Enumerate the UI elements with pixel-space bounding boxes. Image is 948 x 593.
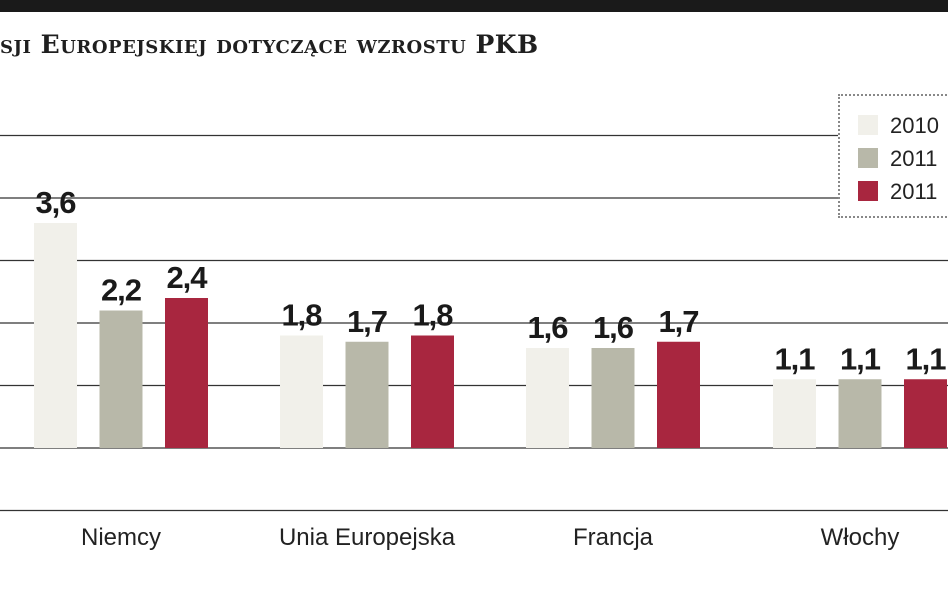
data-label: 1,1 — [840, 341, 881, 376]
data-label: 1,8 — [281, 298, 322, 333]
bar — [657, 341, 700, 448]
top-bar — [0, 0, 948, 12]
bar — [838, 379, 882, 448]
data-label: 1,1 — [774, 341, 815, 376]
category-label: Włochy — [821, 524, 900, 551]
category-label: Niemcy — [81, 524, 161, 551]
bar — [34, 223, 77, 448]
data-label: 1,8 — [412, 298, 453, 333]
category-label: Francja — [573, 524, 654, 551]
legend-label-1: 2011 — [890, 146, 938, 171]
data-label: 2,2 — [101, 273, 141, 308]
bar — [526, 348, 569, 448]
category-label: Unia Europejska — [279, 524, 456, 551]
data-label: 3,6 — [35, 185, 76, 220]
bar — [345, 341, 389, 448]
bar — [591, 348, 635, 448]
bar — [165, 298, 208, 448]
bar — [280, 335, 323, 448]
data-label: 1,6 — [527, 310, 568, 345]
data-label: 1,1 — [905, 341, 946, 376]
bar — [99, 310, 143, 448]
data-label: 1,7 — [347, 304, 387, 339]
data-label: 2,4 — [166, 260, 208, 295]
bar — [773, 379, 816, 448]
legend-swatch-1 — [858, 148, 878, 168]
legend-swatch-0 — [858, 115, 878, 135]
chart-title: sji Europejskiej dotyczące wzrostu PKB — [0, 30, 539, 59]
legend-label-2: 2011 — [890, 179, 938, 204]
legend-label-0: 2010 — [890, 113, 939, 138]
data-label: 1,6 — [593, 310, 634, 345]
data-label: 1,7 — [658, 304, 698, 339]
bar — [904, 379, 947, 448]
bar — [411, 335, 454, 448]
legend: 2010 2011 2011 — [838, 94, 948, 218]
legend-swatch-2 — [858, 181, 878, 201]
